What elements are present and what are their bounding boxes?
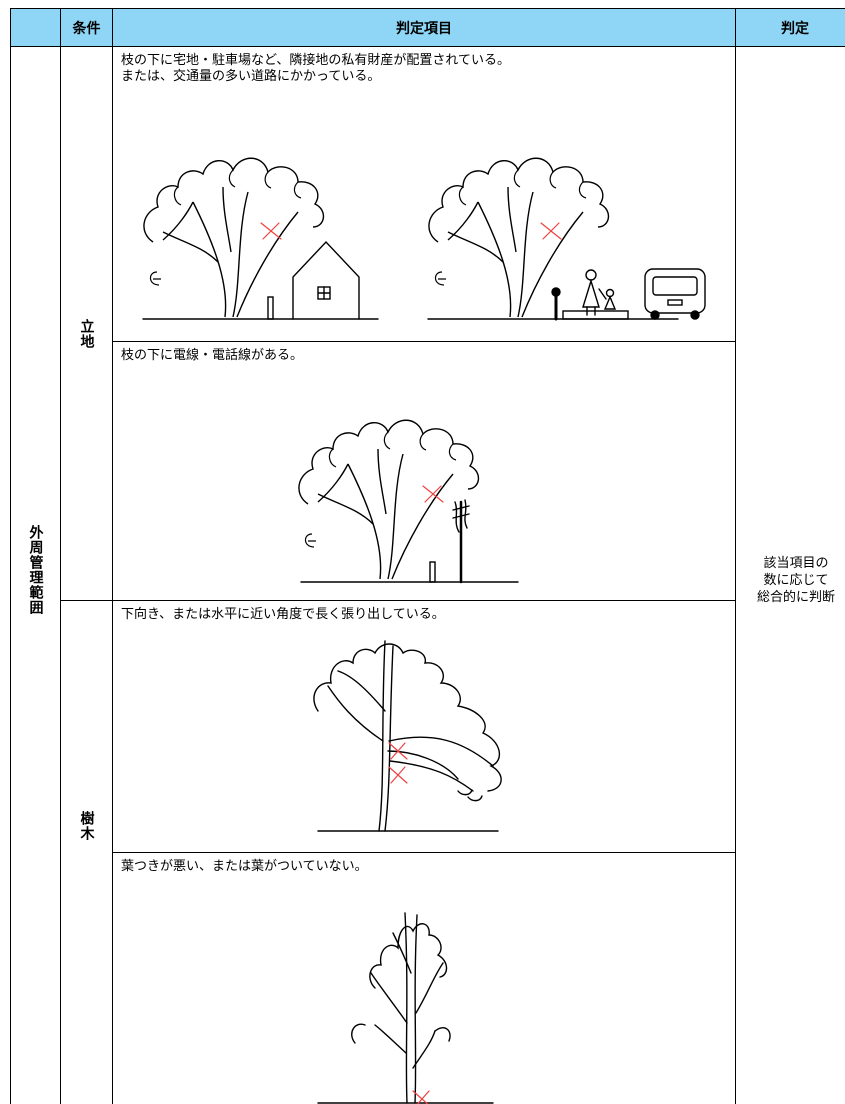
drawing	[388, 742, 408, 760]
illustration	[313, 640, 502, 832]
judgment-text: 該当項目の 数に応じて 総合的に判断	[740, 555, 845, 606]
item-cell: 枝の下に宅地・駐車場など、隣接地の私有財産が配置されている。 または、交通量の多…	[112, 46, 736, 342]
illustration	[298, 419, 519, 584]
drawing	[313, 643, 502, 792]
illustration	[142, 157, 706, 321]
drawing	[298, 419, 480, 580]
drawing	[690, 310, 700, 320]
judgment-cell: 該当項目の 数に応じて 総合的に判断	[735, 46, 845, 1104]
condition-label: 立地	[78, 319, 95, 349]
drawing	[369, 923, 448, 989]
condition-cell: 樹木	[60, 600, 113, 1104]
header-cell: 判定項目	[112, 8, 736, 47]
header-blank	[10, 8, 61, 47]
group-label: 外周管理範囲	[27, 525, 44, 615]
drawing	[267, 296, 274, 320]
item-text-line: 枝の下に電線・電話線がある。	[121, 348, 304, 363]
drawing	[378, 640, 394, 832]
item-text-line: 枝の下に宅地・駐車場など、隣接地の私有財産が配置されている。	[121, 53, 510, 68]
drawing	[582, 278, 600, 308]
drawing	[327, 670, 494, 792]
drawing	[260, 222, 282, 240]
item-text-line: 葉つきが悪い、または葉がついていない。	[121, 859, 368, 874]
drawing	[428, 157, 610, 318]
item-text-line: 下向き、または水平に近い角度で長く張り出している。	[121, 607, 445, 622]
condition-label: 樹木	[78, 811, 95, 841]
item-text-line: または、交通量の多い道路にかかっている。	[121, 69, 381, 84]
drawing	[603, 295, 617, 310]
drawing	[412, 1090, 430, 1104]
item-cell: 下向き、または水平に近い角度で長く張り出している。	[112, 600, 736, 853]
item-text: 枝の下に電線・電話線がある。	[121, 348, 303, 364]
item-cell: 枝の下に電線・電話線がある。	[112, 341, 736, 601]
item-text: 下向き、または水平に近い角度で長く張り出している。	[121, 607, 445, 623]
drawing	[422, 485, 444, 503]
judgment-line: 該当項目の	[763, 556, 829, 571]
drawing	[404, 912, 418, 1104]
header-cell: 条件	[60, 8, 113, 47]
drawing	[143, 157, 325, 318]
drawing	[457, 789, 483, 802]
condition-cell: 立地	[60, 46, 113, 601]
item-cell: 葉つきが悪い、または葉がついていない。	[112, 852, 736, 1104]
drawing	[667, 299, 683, 306]
drawing	[652, 276, 698, 296]
drawing	[540, 222, 562, 240]
drawing	[650, 310, 660, 320]
item-text: 葉つきが悪い、または葉がついていない。	[121, 859, 368, 875]
drawing	[454, 499, 468, 533]
judgment-line: 数に応じて	[763, 573, 829, 588]
drawing	[292, 240, 360, 320]
judgment-line: 総合的に判断	[756, 590, 835, 605]
drawing	[388, 766, 408, 784]
drawing	[351, 1023, 451, 1044]
header-cell: 判定	[735, 8, 845, 47]
drawing	[370, 932, 444, 1069]
item-text: 枝の下に宅地・駐車場など、隣接地の私有財産が配置されている。 または、交通量の多…	[121, 53, 510, 85]
illustration	[317, 912, 494, 1104]
drawing	[429, 561, 436, 583]
drawing	[585, 269, 597, 281]
drawing	[644, 268, 706, 314]
group-cell: 外周管理範囲	[10, 46, 61, 1104]
drawing	[598, 288, 607, 300]
